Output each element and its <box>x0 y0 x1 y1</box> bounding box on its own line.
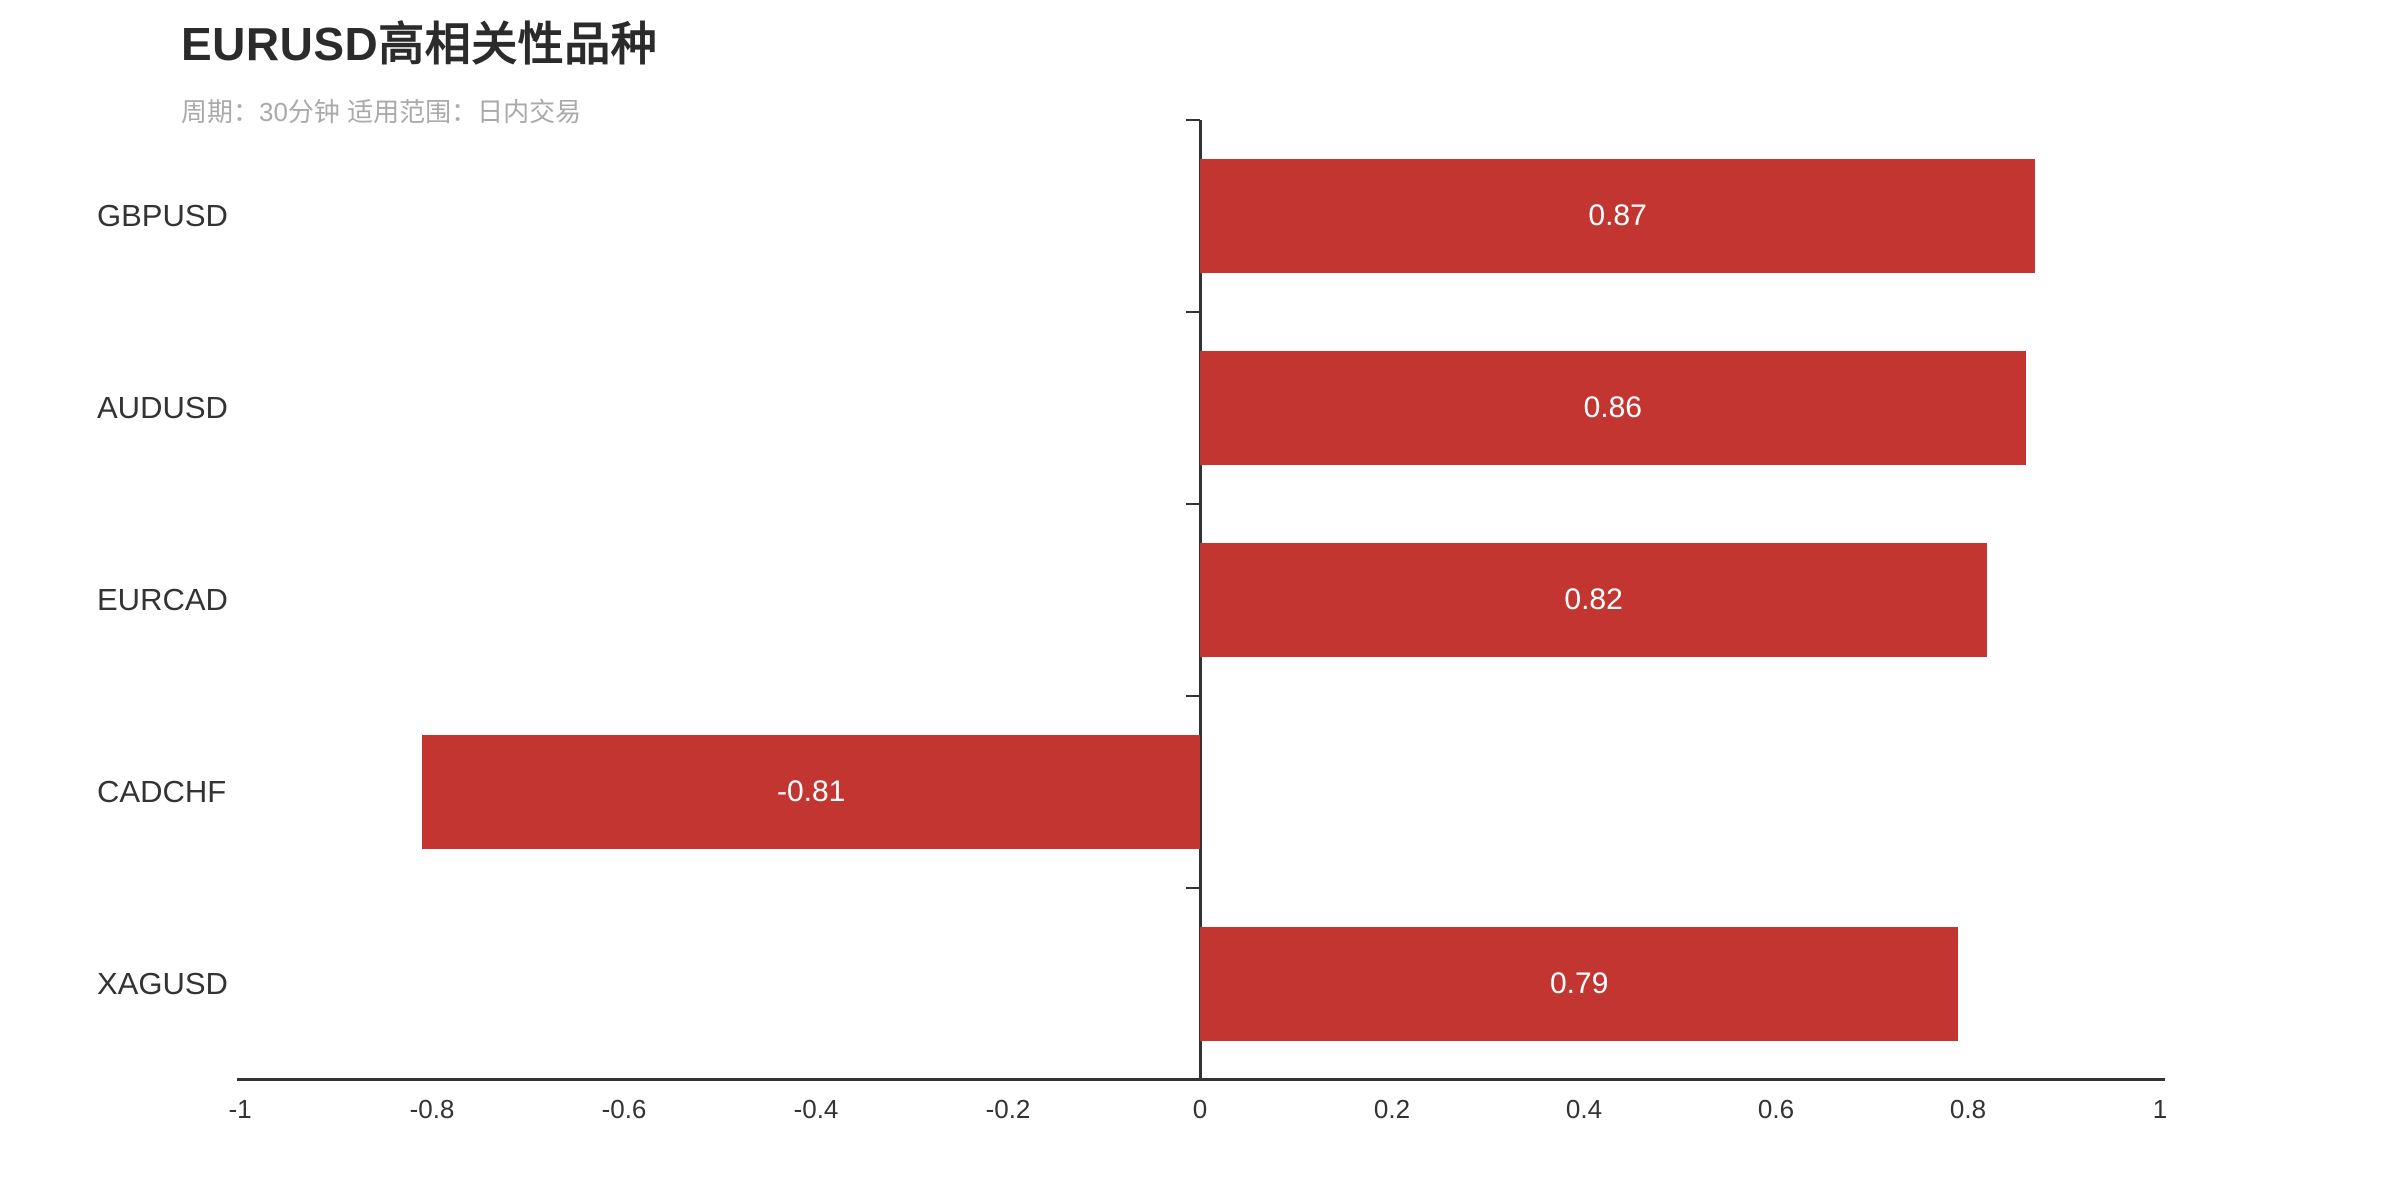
chart-header: EURUSD高相关性品种 周期：30分钟 适用范围：日内交易 <box>181 8 657 129</box>
bar-value-label: 0.82 <box>1564 583 1623 616</box>
bar-value-label: 0.79 <box>1550 967 1609 1000</box>
x-axis-tick-label: 0.6 <box>1757 1094 1795 1124</box>
bar[interactable]: 0.79 <box>1200 927 1959 1041</box>
axis-tick <box>1186 695 1200 697</box>
x-axis-tick-label: 0 <box>1192 1094 1208 1124</box>
bar-value-label: -0.81 <box>776 775 846 808</box>
x-axis-tick-label: -0.4 <box>793 1094 839 1124</box>
y-axis-category-label: CADCHF <box>97 774 227 809</box>
bar[interactable]: 0.86 <box>1200 351 2026 465</box>
x-axis-tick-label: -0.6 <box>601 1094 647 1124</box>
axis-tick <box>1186 887 1200 889</box>
bar-value-label: 0.86 <box>1583 391 1642 424</box>
bar-value-label: 0.87 <box>1588 199 1647 232</box>
x-axis-tick-label: -0.2 <box>985 1094 1031 1124</box>
bar[interactable]: -0.81 <box>422 735 1200 849</box>
x-axis-tick-label: 1 <box>2152 1094 2168 1124</box>
x-axis-tick-label: -0.8 <box>409 1094 455 1124</box>
bar[interactable]: 0.82 <box>1200 543 1988 657</box>
axis-tick <box>1186 503 1200 505</box>
x-axis-tick-label: 0.8 <box>1949 1094 1987 1124</box>
x-axis-tick-label: 0.4 <box>1565 1094 1603 1124</box>
x-axis-tick-label: 0.2 <box>1373 1094 1411 1124</box>
y-axis-category-label: GBPUSD <box>97 198 228 233</box>
chart-title: EURUSD高相关性品种 <box>181 18 658 70</box>
chart-subtitle: 周期：30分钟 适用范围：日内交易 <box>181 97 582 127</box>
x-axis-tick-label: -1 <box>228 1094 252 1124</box>
axis-tick <box>1186 311 1200 313</box>
y-axis-category-label: XAGUSD <box>97 966 228 1001</box>
axis-tick <box>1186 1079 1200 1081</box>
axis-tick <box>1186 119 1200 121</box>
bar[interactable]: 0.87 <box>1200 159 2036 273</box>
y-axis-category-label: AUDUSD <box>97 390 228 425</box>
y-axis-category-label: EURCAD <box>97 582 228 617</box>
